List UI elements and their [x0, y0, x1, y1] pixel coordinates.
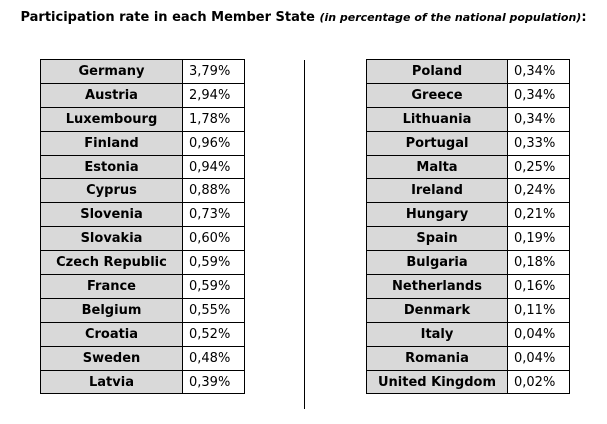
rate-cell: 0,18% — [507, 250, 570, 276]
rate-cell: 0,04% — [507, 321, 570, 347]
rate-cell: 3,79% — [182, 59, 245, 84]
table-row: Ireland 0,24% — [366, 178, 570, 204]
rate-cell: 0,16% — [507, 274, 570, 299]
country-cell: Slovakia — [40, 226, 183, 252]
country-cell: Romania — [366, 345, 508, 371]
country-cell: France — [40, 274, 183, 299]
table-row: Czech Republic 0,59% — [40, 250, 245, 276]
country-cell: Slovenia — [40, 202, 183, 228]
country-cell: Germany — [40, 59, 183, 84]
table-row: Croatia 0,52% — [40, 321, 245, 347]
table-row: France 0,59% — [40, 274, 245, 299]
country-cell: Sweden — [40, 345, 183, 371]
table-row: Austria 2,94% — [40, 82, 245, 108]
rate-cell: 0,19% — [507, 226, 570, 252]
country-cell: Croatia — [40, 321, 183, 347]
table-row: Belgium 0,55% — [40, 297, 245, 323]
table-row: Poland 0,34% — [366, 59, 570, 84]
country-cell: United Kingdom — [366, 369, 508, 395]
rate-cell: 0,34% — [507, 82, 570, 108]
country-cell: Malta — [366, 154, 508, 180]
rate-cell: 0,21% — [507, 202, 570, 228]
rate-cell: 0,59% — [182, 250, 245, 276]
table-row: Netherlands 0,16% — [366, 274, 570, 299]
participation-table-right: Poland 0,34% Greece 0,34% Lithuania 0,34% P… — [366, 59, 570, 395]
rate-cell: 0,96% — [182, 130, 245, 156]
table-row: Spain 0,19% — [366, 226, 570, 252]
rate-cell: 0,59% — [182, 274, 245, 299]
table-row: Portugal 0,33% — [366, 130, 570, 156]
country-cell: Italy — [366, 321, 508, 347]
rate-cell: 0,55% — [182, 297, 245, 323]
table-row: Malta 0,25% — [366, 154, 570, 180]
rate-cell: 0,04% — [507, 345, 570, 371]
table-row: United Kingdom 0,02% — [366, 369, 570, 395]
table-row: Latvia 0,39% — [40, 369, 245, 395]
heading-suffix: : — [581, 10, 587, 25]
table-row: Estonia 0,94% — [40, 154, 245, 180]
table-row: Romania 0,04% — [366, 345, 570, 371]
table-row: Lithuania 0,34% — [366, 106, 570, 132]
table-row: Bulgaria 0,18% — [366, 250, 570, 276]
rate-cell: 0,60% — [182, 226, 245, 252]
country-cell: Lithuania — [366, 106, 508, 132]
table-row: Luxembourg 1,78% — [40, 106, 245, 132]
rate-cell: 0,33% — [507, 130, 570, 156]
rate-cell: 0,24% — [507, 178, 570, 204]
rate-cell: 2,94% — [182, 82, 245, 108]
rate-cell: 0,39% — [182, 369, 245, 395]
country-cell: Spain — [366, 226, 508, 252]
table-row: Hungary 0,21% — [366, 202, 570, 228]
country-cell: Finland — [40, 130, 183, 156]
table-row: Cyprus 0,88% — [40, 178, 245, 204]
table-row: Denmark 0,11% — [366, 297, 570, 323]
column-divider — [304, 60, 305, 409]
country-cell: Denmark — [366, 297, 508, 323]
rate-cell: 0,94% — [182, 154, 245, 180]
heading-title: Participation rate in each Member State — [20, 10, 315, 25]
country-cell: Poland — [366, 59, 508, 84]
table-row: Greece 0,34% — [366, 82, 570, 108]
country-cell: Netherlands — [366, 274, 508, 299]
country-cell: Austria — [40, 82, 183, 108]
country-cell: Cyprus — [40, 178, 183, 204]
country-cell: Portugal — [366, 130, 508, 156]
table-row: Slovenia 0,73% — [40, 202, 245, 228]
table-row: Sweden 0,48% — [40, 345, 245, 371]
country-cell: Estonia — [40, 154, 183, 180]
rate-cell: 0,48% — [182, 345, 245, 371]
table-row: Slovakia 0,60% — [40, 226, 245, 252]
rate-cell: 0,25% — [507, 154, 570, 180]
participation-table-left: Germany 3,79% Austria 2,94% Luxembourg 1,78… — [40, 59, 245, 395]
rate-cell: 1,78% — [182, 106, 245, 132]
country-cell: Belgium — [40, 297, 183, 323]
rate-cell: 0,34% — [507, 59, 570, 84]
rate-cell: 0,02% — [507, 369, 570, 395]
rate-cell: 0,34% — [507, 106, 570, 132]
country-cell: Bulgaria — [366, 250, 508, 276]
rate-cell: 0,52% — [182, 321, 245, 347]
country-cell: Hungary — [366, 202, 508, 228]
rate-cell: 0,88% — [182, 178, 245, 204]
country-cell: Latvia — [40, 369, 183, 395]
country-cell: Czech Republic — [40, 250, 183, 276]
rate-cell: 0,73% — [182, 202, 245, 228]
table-row: Finland 0,96% — [40, 130, 245, 156]
country-cell: Luxembourg — [40, 106, 183, 132]
country-cell: Ireland — [366, 178, 508, 204]
heading-subtitle: (in percentage of the national populatio… — [319, 11, 582, 24]
country-cell: Greece — [366, 82, 508, 108]
rate-cell: 0,11% — [507, 297, 570, 323]
table-row: Italy 0,04% — [366, 321, 570, 347]
page-title: Participation rate in each Member State … — [0, 10, 607, 25]
table-row: Germany 3,79% — [40, 59, 245, 84]
